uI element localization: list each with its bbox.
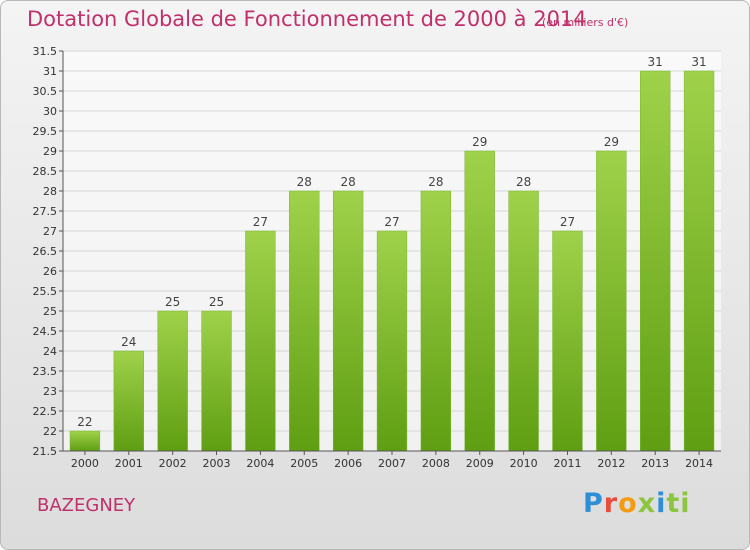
y-tick-label: 21.5	[33, 445, 58, 458]
bar-value-label: 28	[297, 175, 312, 189]
x-tick-label: 2011	[553, 457, 581, 470]
y-tick-label: 25.5	[33, 285, 58, 298]
bar-value-label: 31	[691, 55, 706, 69]
y-tick-label: 22.5	[33, 405, 58, 418]
bar-value-label: 27	[560, 215, 575, 229]
y-tick-label: 29	[43, 145, 57, 158]
y-tick-label: 27	[43, 225, 57, 238]
x-tick-label: 2012	[597, 457, 625, 470]
x-tick-label: 2003	[203, 457, 231, 470]
chart-subtitle: (en milliers d'€)	[542, 16, 629, 29]
bar-value-label: 27	[253, 215, 268, 229]
y-tick-label: 31	[43, 65, 57, 78]
x-tick-label: 2000	[71, 457, 99, 470]
logo-letter: P	[583, 488, 604, 519]
bar-value-label: 28	[340, 175, 355, 189]
x-tick-label: 2004	[246, 457, 274, 470]
bar-2004[interactable]	[245, 230, 276, 452]
bar-2011[interactable]	[552, 230, 583, 452]
bar-2005[interactable]	[289, 190, 320, 452]
proxiti-logo[interactable]: Proxiti	[583, 488, 691, 519]
logo-letter: r	[603, 488, 619, 519]
y-tick-label: 23.5	[33, 365, 58, 378]
y-tick-label: 23	[43, 385, 57, 398]
y-tick-label: 26.5	[33, 245, 58, 258]
bar-2001[interactable]	[113, 350, 144, 452]
bar-value-label: 24	[121, 335, 136, 349]
y-tick-label: 24.5	[33, 325, 58, 338]
bar-value-label: 31	[648, 55, 663, 69]
y-tick-label: 31.5	[33, 45, 58, 58]
y-tick-label: 22	[43, 425, 57, 438]
bar-value-label: 27	[384, 215, 399, 229]
bar-2007[interactable]	[376, 230, 408, 452]
x-tick-label: 2002	[159, 457, 187, 470]
bar-2012[interactable]	[596, 150, 627, 452]
y-tick-label: 24	[43, 345, 57, 358]
logo-letter: i	[656, 488, 667, 519]
x-tick-label: 2010	[510, 457, 538, 470]
x-tick-label: 2013	[641, 457, 669, 470]
bar-value-label: 29	[472, 135, 487, 149]
chart-title: Dotation Globale de Fonctionnement de 20…	[27, 7, 587, 31]
bar-2003[interactable]	[201, 310, 232, 452]
y-tick-label: 30.5	[33, 85, 58, 98]
bar-value-label: 28	[516, 175, 531, 189]
x-tick-label: 2007	[378, 457, 406, 470]
x-tick-label: 2009	[466, 457, 494, 470]
x-tick-label: 2006	[334, 457, 362, 470]
logo-letter: ti	[666, 488, 691, 519]
bar-2000[interactable]	[69, 430, 101, 452]
bar-value-label: 22	[77, 415, 92, 429]
bar-2009[interactable]	[464, 150, 495, 452]
bar-2013[interactable]	[640, 70, 671, 452]
bar-2006[interactable]	[332, 190, 364, 452]
y-tick-label: 25	[43, 305, 57, 318]
bar-2002[interactable]	[157, 310, 188, 452]
bar-value-label: 25	[209, 295, 224, 309]
x-tick-label: 2014	[685, 457, 713, 470]
y-tick-label: 27.5	[33, 205, 58, 218]
bar-2010[interactable]	[508, 190, 539, 452]
y-tick-label: 29.5	[33, 125, 58, 138]
commune-name: BAZEGNEY	[37, 495, 136, 516]
x-tick-label: 2005	[290, 457, 318, 470]
bar-value-label: 25	[165, 295, 180, 309]
y-tick-label: 26	[43, 265, 57, 278]
x-tick-label: 2001	[115, 457, 143, 470]
bar-2014[interactable]	[683, 70, 715, 452]
y-tick-label: 28	[43, 185, 57, 198]
bar-value-label: 28	[428, 175, 443, 189]
y-tick-label: 28.5	[33, 165, 58, 178]
bar-value-label: 29	[604, 135, 619, 149]
x-tick-label: 2008	[422, 457, 450, 470]
bar-2008[interactable]	[420, 190, 452, 452]
logo-letter: o	[618, 488, 638, 519]
y-tick-label: 30	[43, 105, 57, 118]
logo-letter: x	[637, 488, 657, 519]
